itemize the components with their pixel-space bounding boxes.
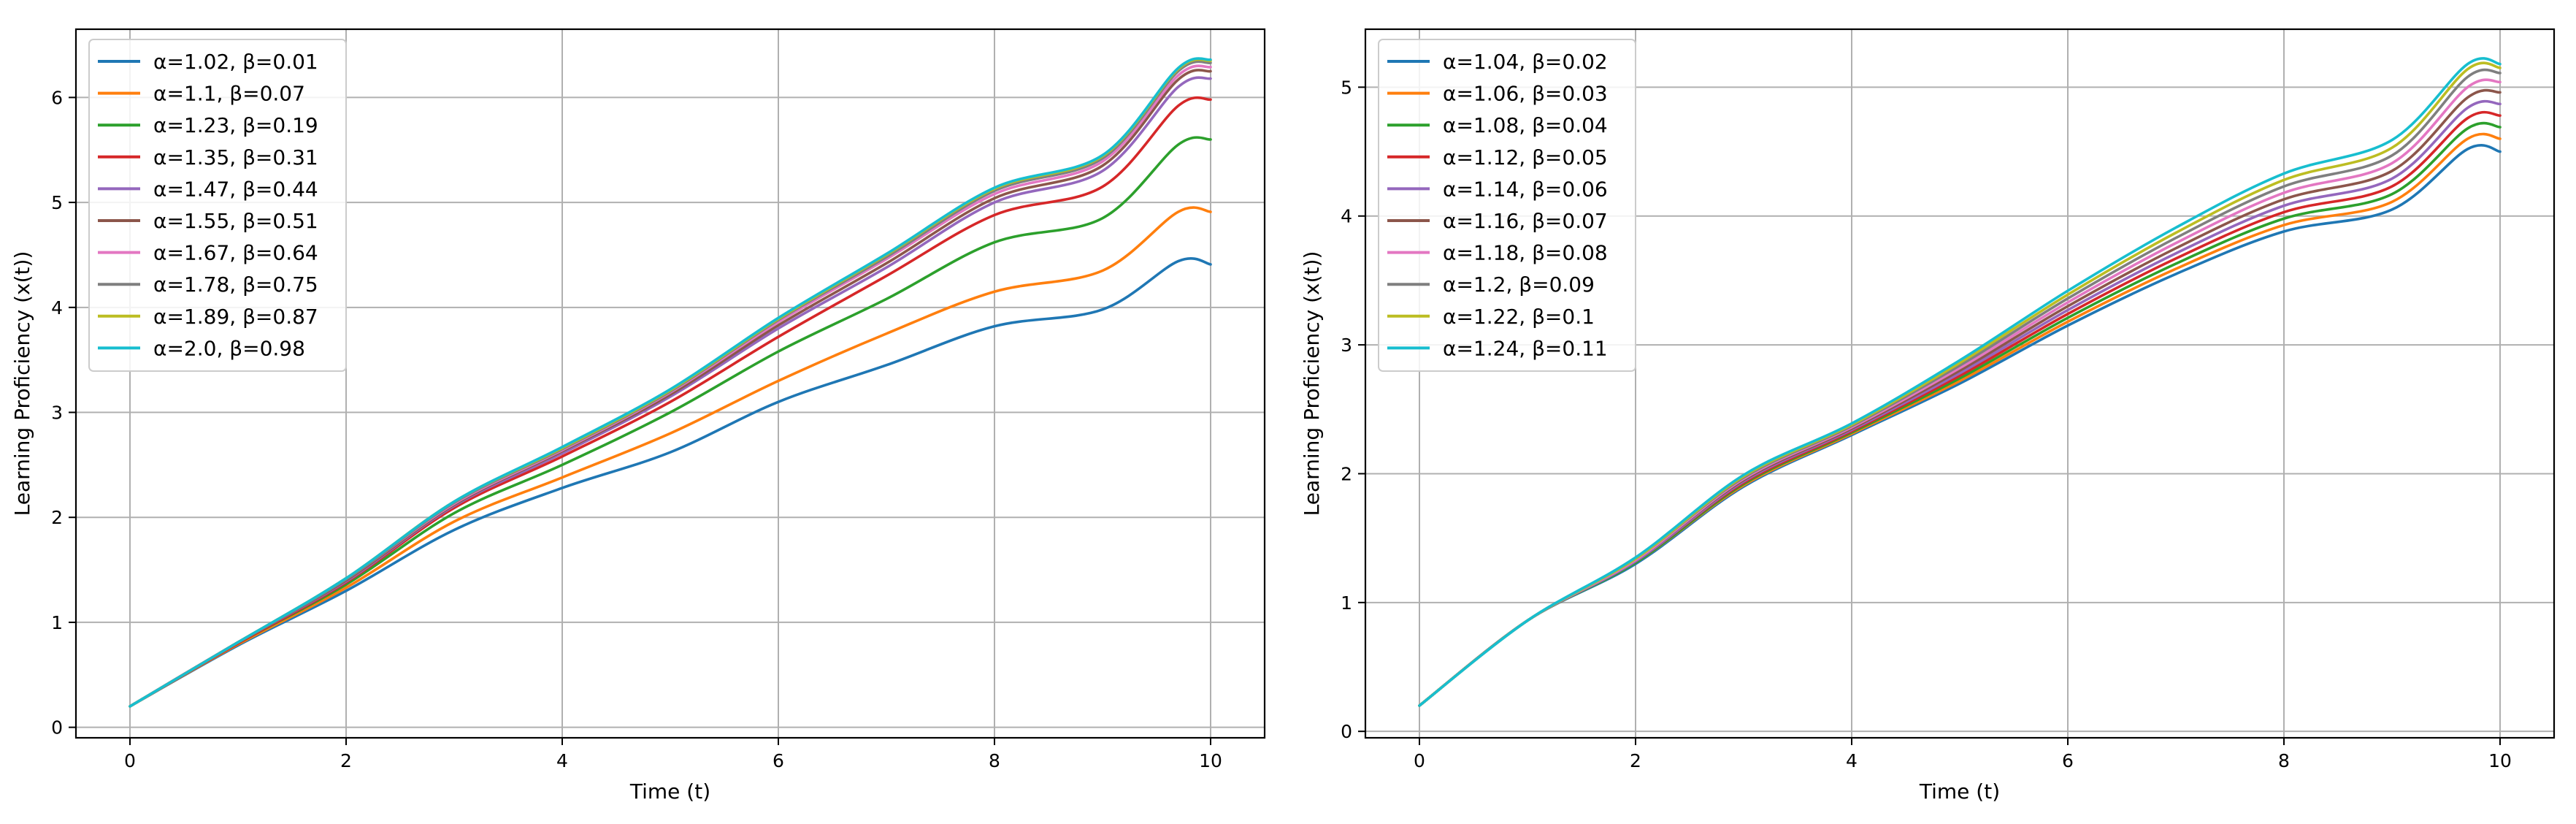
y-axis-title: Learning Proficiency (x(t)) [10, 251, 34, 516]
legend: α=1.02, β=0.01 α=1.1, β=0.07 α=1.23, β=0.1… [88, 39, 347, 372]
x-tick-label: 4 [1846, 750, 1858, 771]
legend-label: α=1.16, β=0.07 [1443, 209, 1608, 233]
series-line-10 [1418, 57, 2502, 707]
y-tick-label: 1 [51, 612, 63, 633]
x-tick-label: 6 [773, 750, 784, 771]
y-tick-label: 4 [51, 297, 63, 318]
y-tick-label: 3 [1341, 335, 1352, 356]
x-tick-label: 0 [1414, 750, 1425, 771]
x-tick-label: 2 [340, 750, 352, 771]
series-lines [129, 57, 1212, 708]
y-axis-title: Learning Proficiency (x(t)) [1300, 251, 1324, 516]
legend-label: α=1.23, β=0.19 [153, 113, 318, 137]
legend: α=1.04, β=0.02 α=1.06, β=0.03 α=1.08, β=0.… [1378, 39, 1636, 372]
y-tick-label: 0 [1341, 721, 1352, 742]
y-tick-label: 4 [1341, 206, 1352, 227]
legend-box [88, 39, 347, 372]
x-tick-label: 10 [1199, 750, 1222, 771]
legend-label: α=1.89, β=0.87 [153, 305, 318, 329]
series-line-1 [129, 257, 1212, 708]
legend-label: α=1.47, β=0.44 [153, 177, 318, 201]
legend-label: α=1.2, β=0.09 [1443, 272, 1595, 297]
y-tick-label: 0 [51, 717, 63, 739]
legend-label: α=1.18, β=0.08 [1443, 241, 1608, 265]
x-tick-label: 2 [1630, 750, 1641, 771]
legend-label: α=1.1, β=0.07 [153, 82, 305, 106]
y-tick-label: 1 [1341, 592, 1352, 614]
legend-label: α=1.24, β=0.11 [1443, 336, 1608, 360]
plot-frame [1364, 28, 2556, 739]
plot-frame [74, 28, 1266, 739]
legend-label: α=1.35, β=0.31 [153, 145, 318, 169]
x-tick-label: 10 [2488, 750, 2512, 771]
x-tick-label: 6 [2062, 750, 2074, 771]
y-tick-label: 2 [1341, 463, 1352, 484]
x-axis-title: Time (t) [1919, 779, 2000, 804]
legend-label: α=1.55, β=0.51 [153, 209, 318, 233]
legend-box [1378, 39, 1636, 372]
series-lines [1418, 57, 2502, 707]
legend-label: α=1.67, β=0.64 [153, 241, 318, 265]
y-tick-label: 3 [51, 403, 63, 424]
x-axis-title: Time (t) [629, 779, 710, 804]
y-tick-label: 5 [1341, 77, 1352, 98]
x-tick-label: 0 [124, 750, 136, 771]
legend-label: α=1.08, β=0.04 [1443, 113, 1608, 137]
x-tick-label: 8 [2278, 750, 2290, 771]
legend-label: α=1.04, β=0.02 [1443, 50, 1608, 74]
legend-label: α=1.22, β=0.1 [1443, 305, 1595, 329]
y-tick-label: 6 [51, 87, 63, 108]
series-line-2 [129, 206, 1212, 708]
series-line-10 [129, 57, 1212, 708]
legend-label: α=1.14, β=0.06 [1443, 177, 1608, 201]
legend-label: α=1.12, β=0.05 [1443, 145, 1608, 169]
series-line-3 [129, 136, 1212, 708]
chart-left: 0 2 4 6 8 10 0 1 2 3 4 5 6 Time (t) Learning Proficien… [10, 28, 1266, 804]
legend-label: α=1.06, β=0.03 [1443, 82, 1608, 106]
y-tick-label: 5 [51, 192, 63, 213]
legend-label: α=2.0, β=0.98 [153, 336, 305, 360]
legend-label: α=1.78, β=0.75 [153, 272, 318, 297]
chart-right: 0 2 4 6 8 10 0 1 2 3 4 5 Time (t) Learning Proficienc… [1300, 28, 2556, 804]
legend-label: α=1.02, β=0.01 [153, 50, 318, 74]
y-tick-label: 2 [51, 507, 63, 528]
x-tick-label: 4 [556, 750, 568, 771]
x-tick-label: 8 [989, 750, 1000, 771]
